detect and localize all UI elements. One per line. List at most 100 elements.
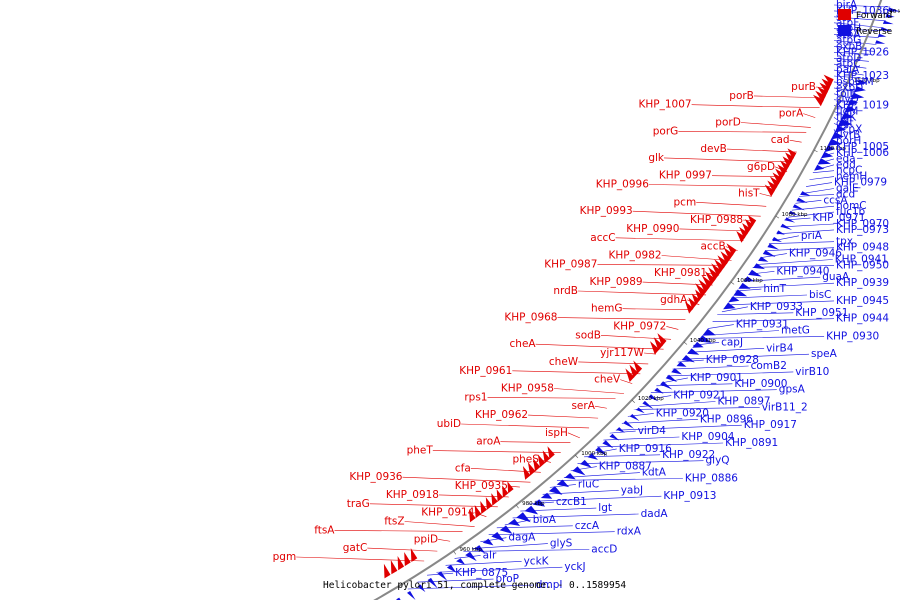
label-leader xyxy=(833,93,853,100)
label-leader xyxy=(730,294,808,299)
gene-feature xyxy=(747,215,757,227)
gene-feature xyxy=(728,296,740,303)
gene-label: ccsA xyxy=(823,194,848,206)
gene-label: KHP_0887 xyxy=(599,461,652,473)
gene-feature xyxy=(702,328,716,336)
label-leader xyxy=(735,288,762,292)
gene-feature xyxy=(456,558,466,565)
position-ticks: 1140 kbp 1120 kbp 1100 kbp 1080 kbp 1060 kbp… xyxy=(453,9,900,555)
gene-label: KHP_0875 xyxy=(455,567,508,579)
position-tick-mark xyxy=(876,12,881,15)
gene-label: glk xyxy=(648,152,665,164)
gene-feature xyxy=(437,571,448,581)
label-leader xyxy=(712,318,835,322)
gene-label: bioA xyxy=(533,514,557,526)
label-leader xyxy=(682,353,810,360)
gene-feature xyxy=(771,237,782,243)
label-leader xyxy=(367,547,438,552)
label-leader xyxy=(528,414,599,419)
gene-label: KHP_0904 xyxy=(681,431,734,443)
gene-feature xyxy=(665,374,678,382)
gene-feature xyxy=(629,364,639,378)
label-leader xyxy=(645,395,672,400)
gene-feature xyxy=(648,394,659,402)
gene-feature xyxy=(780,160,790,172)
gene-label: KHP_0973 xyxy=(836,224,889,236)
label-leader xyxy=(369,503,498,508)
gene-label: KHP_0981 xyxy=(654,267,707,279)
label-leader xyxy=(461,423,590,429)
gene-label: rps1 xyxy=(464,391,487,403)
gene-label: accB xyxy=(701,241,726,253)
gene-feature xyxy=(407,591,416,600)
gene-feature xyxy=(491,532,505,542)
gene-label: comB2 xyxy=(751,360,787,372)
label-leader xyxy=(753,95,824,99)
position-tick-mark xyxy=(847,81,852,84)
caption: Helicobacter pylori 51, complete genome.… xyxy=(323,580,626,591)
gene-label: ispH xyxy=(545,427,568,439)
label-leader xyxy=(666,326,679,330)
label-leader xyxy=(578,361,649,365)
gene-label: atpD xyxy=(836,52,861,64)
gene-label: alr xyxy=(483,549,497,561)
label-leader xyxy=(672,365,749,370)
gene-label: virB4 xyxy=(766,342,794,354)
gene-feature xyxy=(532,458,541,472)
gene-label: atpG xyxy=(836,35,861,47)
gene-label: pcm xyxy=(674,196,697,208)
gene-feature xyxy=(788,210,798,216)
label-leader xyxy=(639,401,716,407)
gene-label: eda xyxy=(836,153,856,165)
label-leader xyxy=(791,205,835,211)
label-leader xyxy=(603,436,680,441)
gene-label: metG xyxy=(781,325,810,337)
gene-feature xyxy=(717,255,728,269)
label-leader xyxy=(833,40,877,45)
gene-label: fucTb xyxy=(836,206,866,218)
label-leader xyxy=(764,247,835,251)
gene-label: porG xyxy=(653,125,679,137)
gene-feature xyxy=(857,79,868,86)
label-leader xyxy=(650,389,777,393)
label-leader xyxy=(833,63,867,69)
label-leader xyxy=(648,184,777,187)
gene-label: KHP_0993 xyxy=(580,205,633,217)
gene-feature xyxy=(733,289,748,297)
gene-label: rluC xyxy=(578,478,599,490)
label-leader xyxy=(803,113,816,118)
gene-label: cad xyxy=(771,134,790,146)
label-leader xyxy=(664,157,793,163)
label-leader xyxy=(726,148,797,153)
gene-feature xyxy=(877,33,887,37)
label-leader xyxy=(557,317,686,320)
label-leader xyxy=(407,584,534,590)
gene-feature xyxy=(814,164,825,171)
label-leader xyxy=(707,324,734,329)
label-leader xyxy=(678,131,807,133)
label-leader xyxy=(667,371,794,377)
gene-feature xyxy=(847,99,858,107)
gene-feature xyxy=(784,217,796,223)
label-leader xyxy=(740,122,811,128)
gene-feature xyxy=(882,20,894,25)
label-leader xyxy=(744,276,821,282)
position-tick-label: 1140 kbp xyxy=(882,9,900,15)
gene-label: yabJ xyxy=(621,484,643,496)
label-leader xyxy=(788,211,835,218)
gene-label: gatC xyxy=(343,542,368,554)
gene-label: KHP_0990 xyxy=(626,223,679,235)
label-leader xyxy=(833,111,845,116)
label-leader xyxy=(512,370,641,375)
gene-feature xyxy=(688,297,697,310)
gene-label: exbB xyxy=(836,40,862,52)
gene-feature xyxy=(777,164,787,176)
position-tick-mark xyxy=(575,454,579,459)
gene-label: KHP_0897 xyxy=(718,396,771,408)
gene-label: KHP_0914 xyxy=(421,507,474,519)
gene-label: KHP_0900 xyxy=(734,378,787,390)
gene-label: KHP_0940 xyxy=(776,265,829,277)
label-leader xyxy=(768,241,835,245)
label-leader xyxy=(632,210,761,217)
gene-label: KHP_0918 xyxy=(386,489,439,501)
